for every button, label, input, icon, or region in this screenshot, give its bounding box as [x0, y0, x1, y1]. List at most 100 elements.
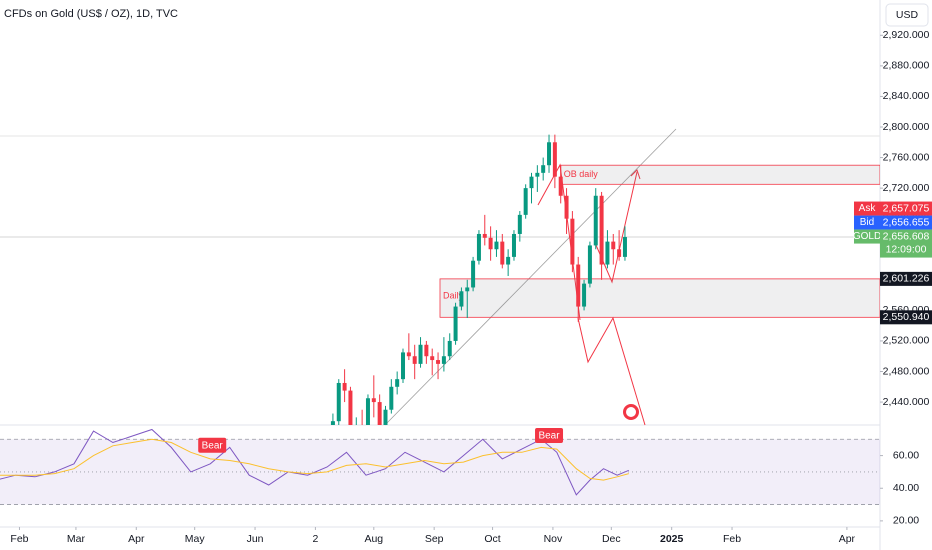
x-tick-label: 2025: [660, 533, 684, 545]
candle-body: [605, 241, 610, 265]
candle-body: [441, 356, 446, 364]
y-tick-label: 2,920.000: [883, 29, 930, 41]
candle-body: [371, 398, 376, 403]
candle-body: [418, 344, 423, 364]
zone-label: Daily: [443, 290, 464, 300]
candle-body: [401, 352, 406, 380]
event-icon: [626, 407, 636, 417]
quote-name-box: [854, 215, 880, 230]
candle-body: [500, 241, 505, 265]
candle-body: [541, 165, 546, 173]
candle-body: [564, 195, 569, 219]
candle-body: [330, 421, 335, 425]
candle-body: [547, 142, 552, 166]
candle-body: [430, 356, 435, 361]
countdown: 12:09:00: [886, 243, 927, 255]
annotation-box: [198, 437, 227, 453]
candle-body: [506, 256, 511, 265]
zone: [439, 278, 880, 318]
x-tick-label: Feb: [723, 533, 741, 545]
zone-label: OB daily: [564, 169, 599, 179]
quote-name-box: [854, 229, 880, 244]
candle-body: [622, 237, 627, 257]
x-tick-label: Apr: [128, 533, 145, 545]
x-tick-label: Oct: [484, 533, 500, 545]
y-tick-label: 2,440.000: [883, 396, 930, 408]
candle-body: [383, 409, 388, 425]
chart-title: CFDs on Gold (US$ / OZ), 1D, TVC: [4, 8, 178, 20]
candle-body: [424, 344, 429, 357]
candle-body: [406, 352, 411, 357]
x-tick-label: Sep: [425, 533, 444, 545]
price-label: 2,601.226: [883, 273, 930, 285]
candle-body: [476, 233, 481, 261]
drawing-line: [577, 316, 646, 426]
candle-body: [529, 176, 534, 189]
candle-body: [494, 241, 499, 250]
trend-line: [384, 128, 677, 426]
candle-body: [511, 233, 516, 257]
candle-body: [412, 356, 417, 364]
candle-body: [523, 188, 528, 215]
candle-body: [611, 241, 616, 250]
quote-name: Bid: [860, 217, 874, 228]
y-tick-label: 40.00: [893, 482, 919, 494]
arrow-head: [630, 169, 641, 180]
x-tick-label: May: [185, 533, 206, 545]
y-tick-label: 60.00: [893, 449, 919, 461]
annotation: Bear: [202, 440, 224, 451]
x-tick-label: Jun: [247, 533, 264, 545]
y-tick-label: 2,840.000: [883, 90, 930, 102]
candle-body: [465, 287, 470, 292]
candle-body: [535, 172, 540, 177]
y-tick-label: 20.00: [893, 515, 919, 527]
candle-body: [377, 402, 382, 425]
x-tick-label: Aug: [364, 533, 383, 545]
candle-body: [436, 360, 441, 364]
quote-value: 2,656.655: [883, 216, 930, 228]
annotation-box: [535, 428, 564, 444]
y-tick-label: 2,720.000: [883, 182, 930, 194]
quote-box: [880, 229, 932, 258]
y-tick-label: 2,760.000: [883, 151, 930, 163]
y-tick-label: 2,520.000: [883, 335, 930, 347]
candle-body: [587, 245, 592, 284]
candle-body: [459, 291, 464, 307]
quote-name-box: [854, 201, 880, 216]
candle-body: [447, 340, 452, 357]
candle-body: [576, 264, 581, 307]
quote-box: [880, 201, 932, 216]
candle-body: [582, 283, 587, 307]
candle-body: [342, 382, 347, 391]
rsi-line: [0, 438, 629, 481]
x-tick-label: Mar: [67, 533, 86, 545]
candles: OB daily Daily: [330, 134, 880, 425]
candle-body: [471, 260, 476, 288]
candle-body: [348, 390, 353, 425]
annotation: Bear: [538, 431, 560, 442]
currency-button[interactable]: [885, 3, 929, 27]
candle-body: [482, 233, 487, 238]
x-tick-label: Apr: [839, 533, 856, 545]
quote-value: 2,657.075: [883, 202, 930, 214]
quote-name: GOLD: [853, 231, 881, 242]
y-tick-label: 2,880.000: [883, 60, 930, 72]
price-label-box: [880, 310, 932, 325]
candle-body: [593, 195, 598, 246]
quote-box: [880, 215, 932, 230]
candle-body: [552, 142, 557, 177]
x-tick-label: Dec: [602, 533, 621, 545]
candle-body: [336, 382, 341, 422]
x-tick-label: Feb: [10, 533, 28, 545]
candle-body: [453, 306, 458, 341]
candle-body: [570, 218, 575, 265]
candle-body: [488, 237, 493, 250]
currency[interactable]: USD: [896, 9, 919, 21]
x-tick-label: Nov: [544, 533, 563, 545]
rsi-line: [0, 428, 629, 496]
y-tick-label: 2,800.000: [883, 121, 930, 133]
candle-body: [517, 214, 522, 234]
x-tick-label: 2: [312, 533, 318, 545]
